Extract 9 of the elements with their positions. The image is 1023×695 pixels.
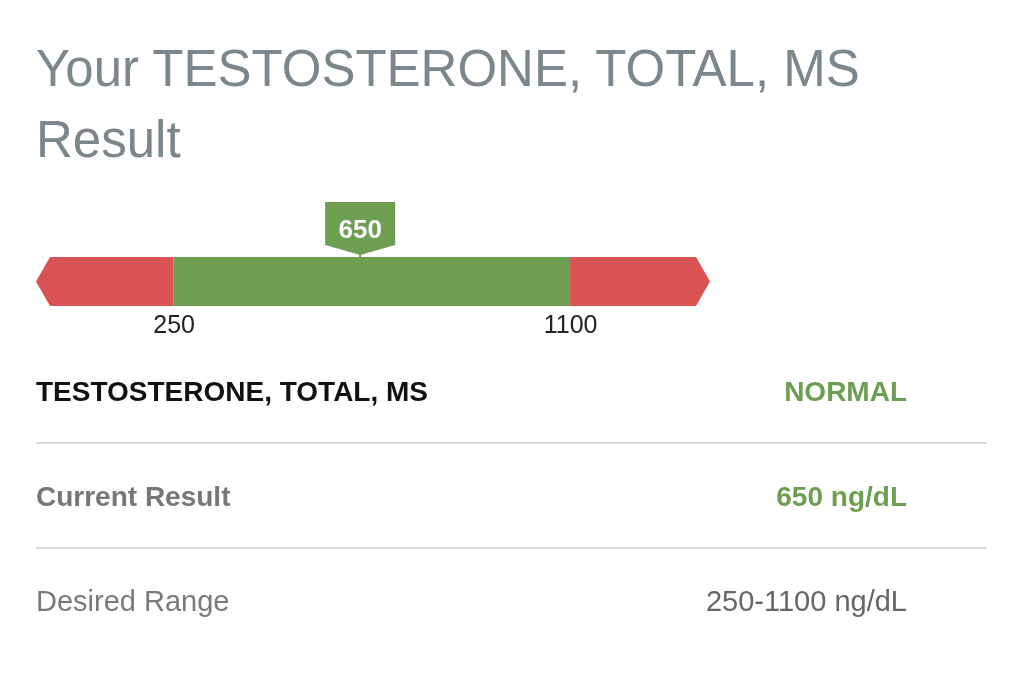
text: NORMAL <box>784 376 907 407</box>
x-tick-label: 250 <box>153 309 195 338</box>
text: 250-1100 ng/dL <box>705 585 907 617</box>
text: Current Result <box>36 481 231 512</box>
text: Desired Range <box>36 585 230 617</box>
chart-title: Your TESTOSTERONE, TOTAL, MS Result <box>36 40 860 168</box>
text: 650 ng/dL <box>776 481 907 512</box>
text: TESTOSTERONE, TOTAL, MS <box>36 376 429 407</box>
x-tick-label: 1100 <box>543 309 598 338</box>
